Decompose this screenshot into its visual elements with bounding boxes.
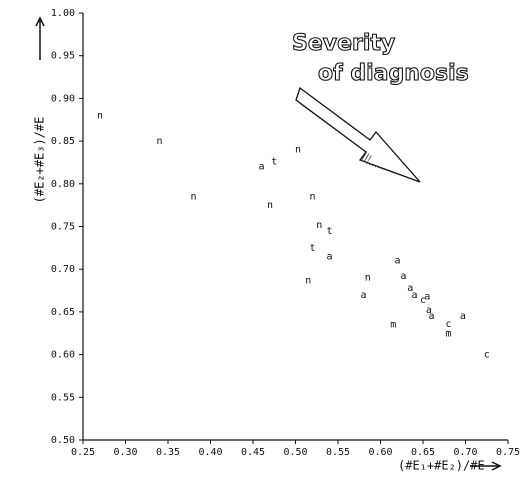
y-tick-label: 0.55 [51, 392, 75, 403]
x-tick-label: 0.30 [113, 447, 137, 458]
data-point: a [407, 283, 413, 294]
y-tick-label: 0.65 [51, 307, 75, 318]
data-point: c [445, 319, 451, 330]
y-tick-label: 0.75 [51, 222, 75, 233]
data-point: c [420, 295, 426, 306]
y-tick-label: 0.95 [51, 51, 75, 62]
data-point: n [316, 220, 322, 231]
data-point: m [390, 320, 396, 331]
x-tick-label: 0.35 [156, 447, 180, 458]
y-tick-label: 0.85 [51, 136, 75, 147]
data-point: n [156, 136, 162, 147]
data-point: t [326, 226, 332, 237]
x-tick-label: 0.55 [326, 447, 350, 458]
y-axis-label: (#E₂+#E₃)/#E [33, 117, 47, 204]
data-point: a [460, 311, 466, 322]
data-point: n [295, 145, 301, 156]
data-point: t [271, 157, 277, 168]
y-tick-label: 0.60 [51, 350, 75, 361]
data-point: n [305, 275, 311, 286]
y-tick-label: 0.70 [51, 264, 75, 275]
x-tick-label: 0.60 [368, 447, 392, 458]
data-point: c [484, 350, 490, 361]
x-axis-arrow [470, 461, 502, 471]
data-point: a [411, 290, 417, 301]
data-point: a [326, 251, 332, 262]
data-point: a [394, 256, 400, 267]
x-tick-label: 0.65 [411, 447, 435, 458]
y-tick-label: 0.80 [51, 179, 75, 190]
data-point: n [309, 192, 315, 203]
x-tick-label: 0.25 [71, 447, 95, 458]
data-point: n [267, 200, 273, 211]
data-point: t [309, 243, 315, 254]
x-tick-label: 0.70 [453, 447, 477, 458]
y-axis-arrow [35, 16, 45, 60]
annotation-line: Severity [292, 31, 395, 56]
data-point: n [97, 110, 103, 121]
data-point: a [258, 162, 264, 173]
x-tick-label: 0.45 [241, 447, 265, 458]
data-point: a [400, 271, 406, 282]
annotation-arrow [295, 86, 421, 183]
y-tick-label: 0.90 [51, 93, 75, 104]
y-tick-label: 0.50 [51, 435, 75, 446]
annotation-line: of diagnosis [318, 61, 469, 86]
data-point: a [428, 311, 434, 322]
annotation: Severity of diagnosis [291, 30, 469, 183]
data-point: n [190, 192, 196, 203]
data-point: a [424, 292, 430, 303]
data-point: m [445, 328, 451, 339]
x-tick-label: 0.75 [496, 447, 520, 458]
x-axis-label: (#E₁+#E₂)/#E [398, 459, 485, 473]
y-tick-label: 1.00 [51, 8, 75, 19]
data-point: a [426, 305, 432, 316]
data-point: n [365, 273, 371, 284]
x-tick-label: 0.40 [198, 447, 222, 458]
x-tick-label: 0.50 [283, 447, 307, 458]
data-point: a [360, 290, 366, 301]
